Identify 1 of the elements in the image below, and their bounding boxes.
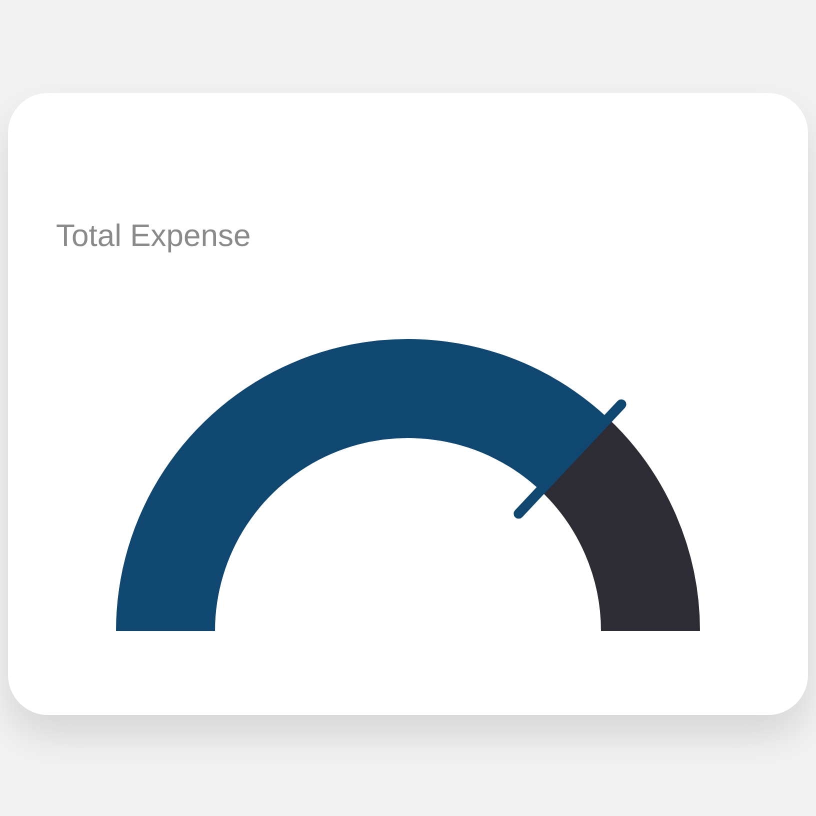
chart-title: Total Expense xyxy=(56,218,251,254)
